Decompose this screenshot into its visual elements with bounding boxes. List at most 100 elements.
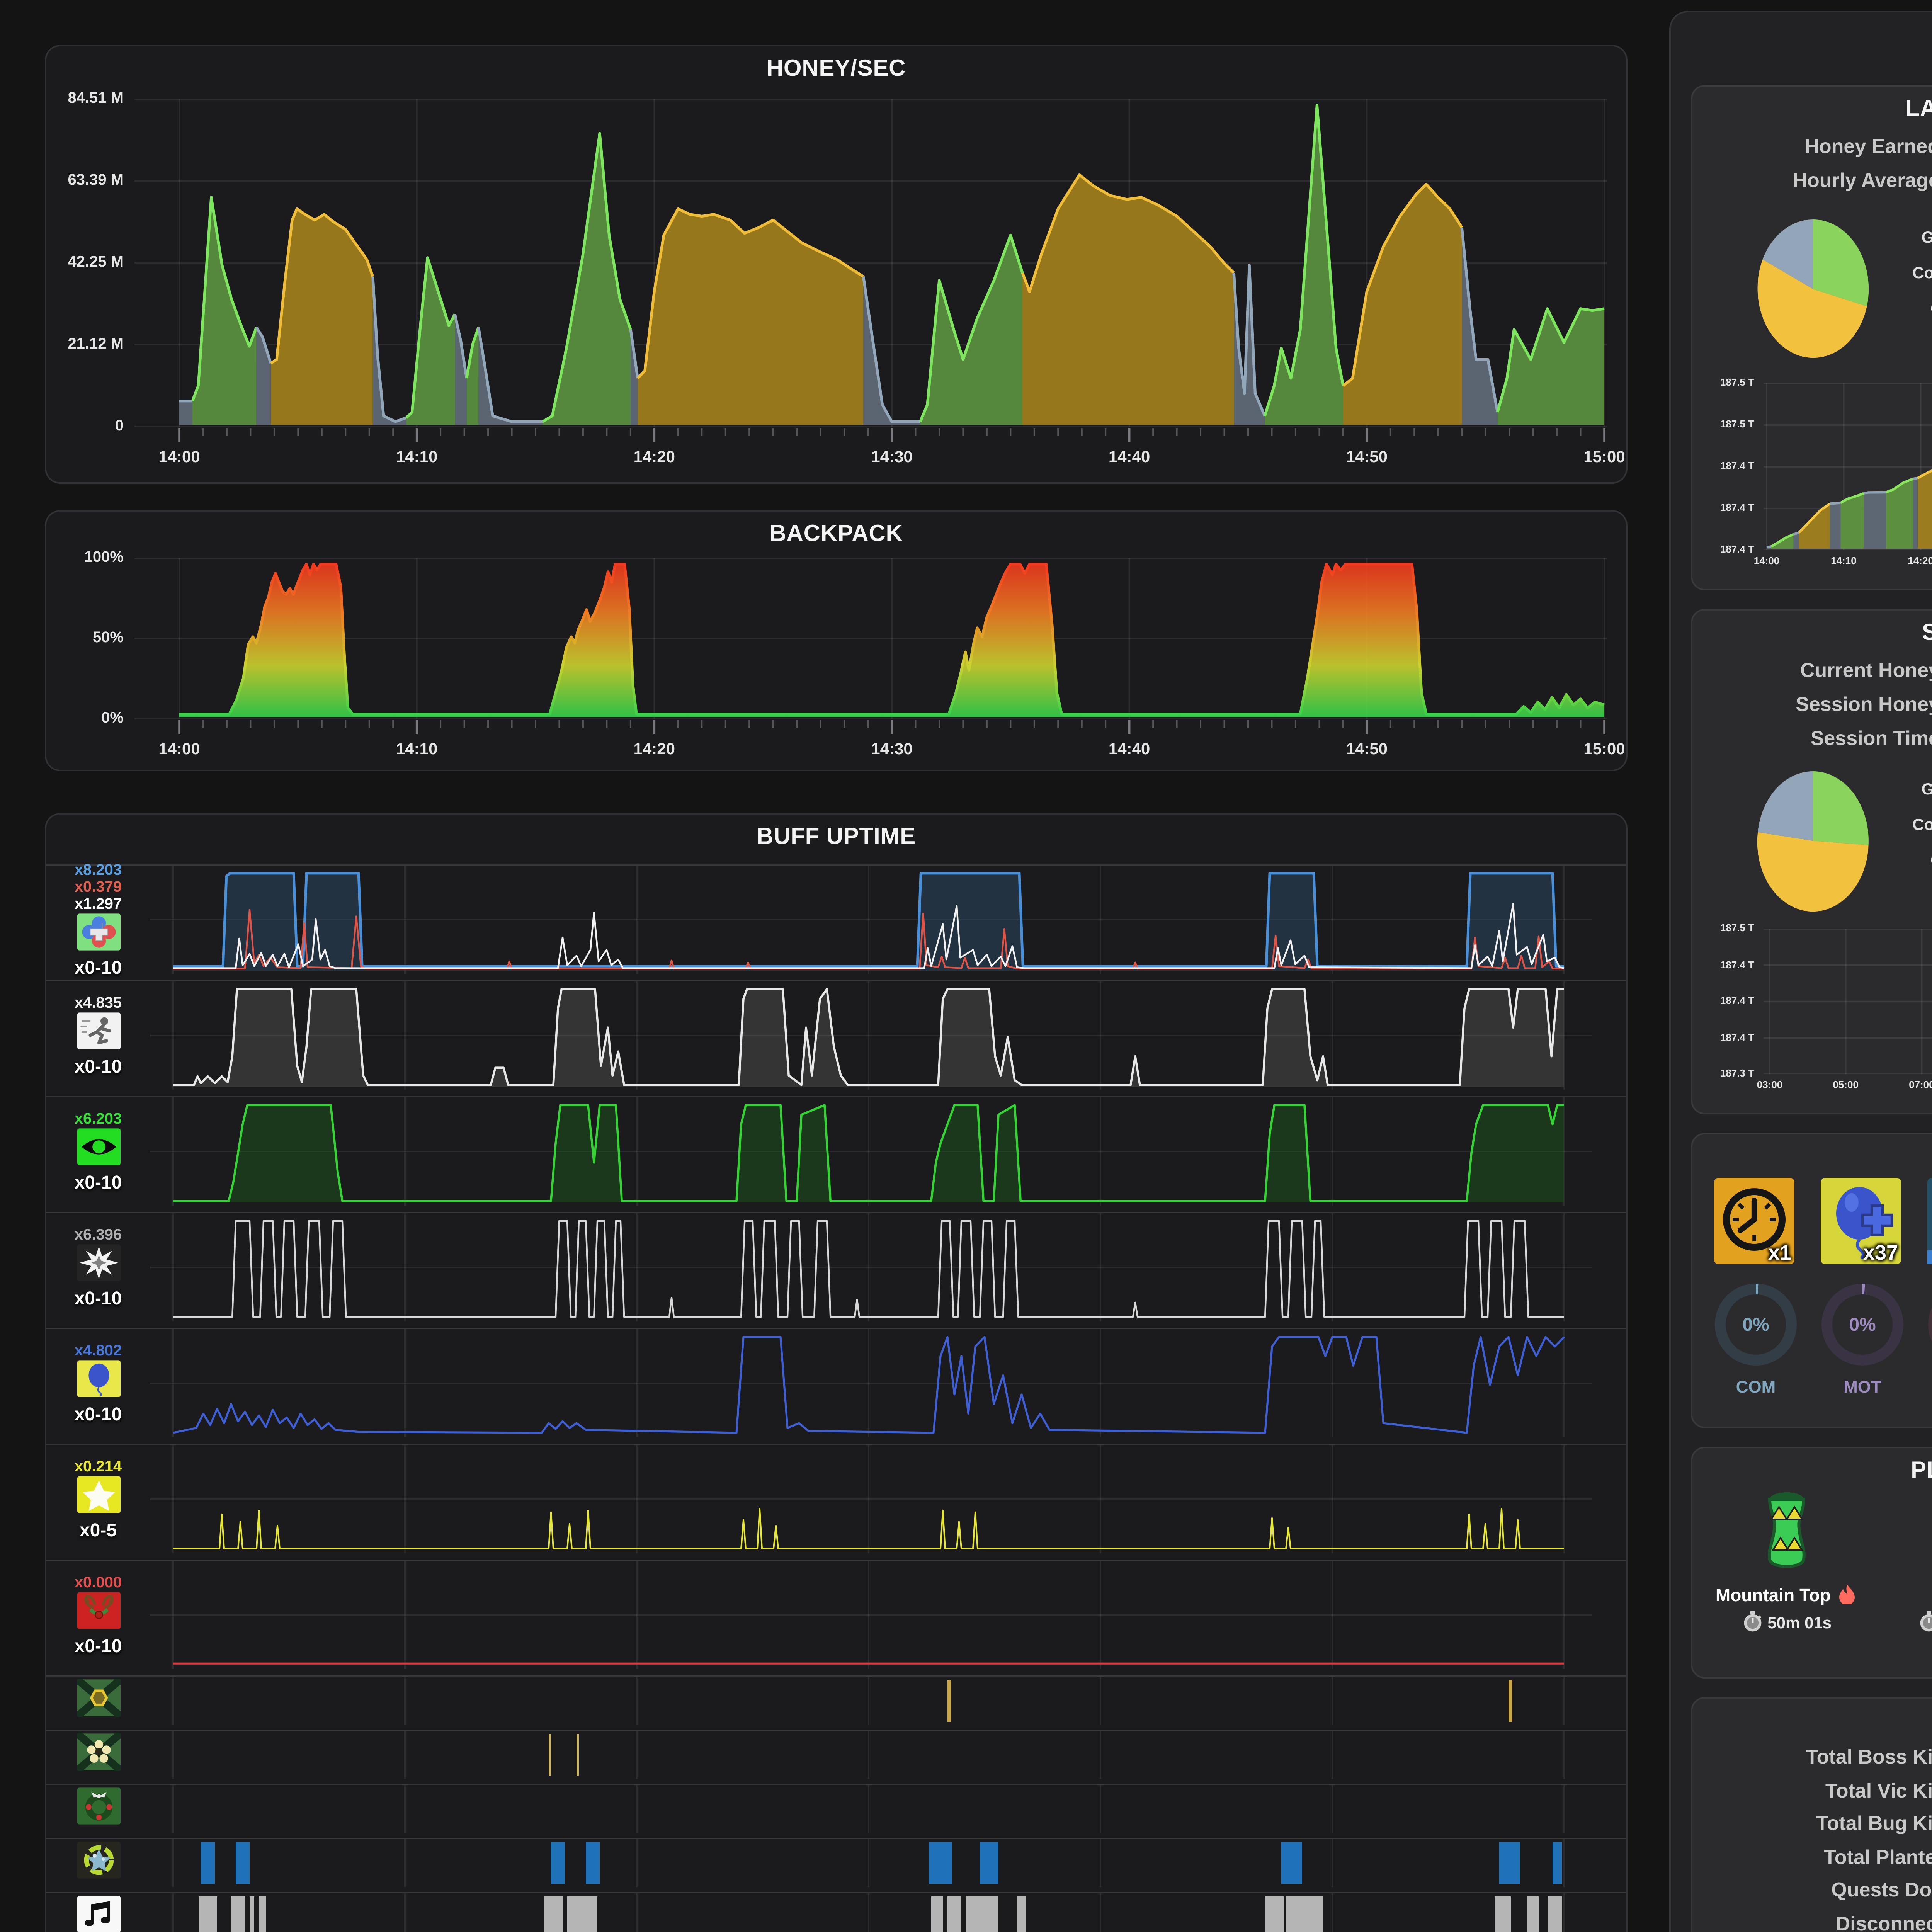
buff-tile-clock: x1 — [1714, 1178, 1794, 1264]
star-medal-icon — [77, 1840, 120, 1886]
last-hour-pie-chart — [1754, 218, 1872, 360]
buff-row-chart — [150, 1731, 1592, 1779]
buff-row-chart — [150, 1213, 1592, 1321]
stats-row-total-boss-kills: Total Boss Kills0 — [1806, 1745, 1932, 1768]
buff-row-chart — [150, 1445, 1592, 1553]
last-hour-panel: LAST HOUR Honey Earned133.0 B ▲ Hourly Av… — [1691, 85, 1932, 590]
buff-row-starburst: x6.396 x0-10 — [46, 1212, 1626, 1321]
buff-rows: x8.203 x0.379 x1.297 x0-10 x4.835 x0-10 x6.203… — [46, 862, 1626, 1932]
legend-row-gather: Gather00:17:39 29% — [1893, 227, 1932, 247]
stat-row: Current Honey187.5 T — [1800, 658, 1932, 682]
eye-icon — [77, 1128, 120, 1172]
backpack-y-axis: 100% 50% 0% — [84, 549, 124, 727]
buff-row-gutter: x6.203 x0-10 — [46, 1097, 150, 1206]
toxic-planter-icon — [1749, 1488, 1823, 1580]
buff-row-gutter: x4.835 x0-10 — [46, 981, 150, 1090]
buff-row-gutter — [46, 1785, 150, 1833]
flower-badge-icon — [74, 1730, 122, 1778]
buff-row-gutter: x0.214 x0-5 — [46, 1445, 150, 1553]
buff-row-runner: x4.835 x0-10 — [46, 980, 1626, 1090]
backpack-panel: BACKPACK 100% 50% 0% 14:00 14:10 14:20 14:30 1… — [45, 510, 1628, 771]
buff-multiplier-label: x8.203 — [74, 862, 122, 879]
gauge-sat: 3%(+18%)SAT — [1927, 1283, 1932, 1397]
buff-multiplier-label: x0.214 — [74, 1458, 122, 1475]
buff-row-gutter: x0.000 x0-10 — [46, 1561, 150, 1669]
stats-row-total-vic-kills: Total Vic Kills0 — [1825, 1778, 1932, 1801]
stat-row: Hourly Average105.3 B (+57%) — [1793, 168, 1932, 192]
buff-row-chart — [150, 1785, 1592, 1833]
buff-multiplier-label: x1.297 — [74, 896, 122, 913]
buff-multiplier-label: x4.802 — [74, 1342, 122, 1359]
gauge-com: 0% COM — [1714, 1283, 1798, 1397]
buff-row-wreath — [46, 1784, 1626, 1833]
buff-row-gutter — [46, 1730, 150, 1779]
buff-row-antlers: x0.000 x0-10 — [46, 1560, 1626, 1669]
last-hour-title: LAST HOUR — [1905, 96, 1932, 122]
buff-multiplier-label: x4.835 — [74, 995, 122, 1012]
runner-icon — [77, 1012, 120, 1056]
buff-row-balloon: x4.802 x0-10 — [46, 1328, 1626, 1437]
gauge-label: MOT — [1844, 1379, 1881, 1397]
stats-row-quests-done: Quests Done0 — [1831, 1878, 1932, 1901]
honey-axis-ticks — [134, 428, 1607, 445]
planter-mountain-top: Mountain Top 50m 01s — [1694, 1488, 1879, 1637]
backpack-x-axis: 14:00 14:10 14:20 14:30 14:40 14:50 15:00 — [158, 740, 1625, 759]
buff-row-gutter — [46, 1675, 150, 1725]
honey-panel-title: HONEY/SEC — [766, 56, 906, 82]
backpack-axis-ticks — [134, 720, 1607, 737]
right-column: LAST HOUR Honey Earned133.0 B ▲ Hourly Av… — [1669, 11, 1932, 1932]
planter-rose: Rose 2h 45m 05s — [1882, 1488, 1932, 1637]
buff-range-label: x0-10 — [74, 1171, 122, 1192]
last-hour-mini-y-axis: 187.5 T 187.5 T 187.4 T 187.4 T 187.4 T — [1720, 378, 1754, 556]
music-note-icon — [77, 1894, 120, 1932]
buff-row-gutter: x4.802 x0-10 — [46, 1329, 150, 1437]
buff-multiplier-label: x6.203 — [74, 1111, 122, 1128]
buff-range-label: x0-5 — [79, 1519, 117, 1540]
session-mini-chart — [1764, 929, 1932, 1074]
session-pie-chart — [1754, 770, 1872, 912]
balloon-icon — [77, 1359, 120, 1404]
backpack-panel-title: BACKPACK — [769, 521, 903, 547]
last-hour-mini-chart — [1764, 383, 1932, 550]
stats-row-total-planters: Total Planters0 — [1823, 1845, 1932, 1868]
legend-row-convert: Convert00:31:43 53% — [1912, 264, 1932, 283]
planter-timer: 50m 01s — [1694, 1611, 1879, 1637]
buff-range-label: x0-10 — [74, 956, 122, 978]
buff-row-plus-flower: x8.203 x0.379 x1.297 x0-10 — [46, 862, 1626, 977]
buff-row-chart — [150, 1893, 1592, 1932]
buff-row-chart — [150, 981, 1592, 1090]
gauge-label: COM — [1736, 1379, 1776, 1397]
antlers-icon — [77, 1591, 120, 1636]
buffs-title: BUFFS — [1692, 1144, 1932, 1170]
buff-row-chart — [150, 1839, 1592, 1887]
stats-title: STATS — [1692, 1708, 1932, 1734]
stats-panel: STATS Total Boss Kills0 Total Vic Kills0 T… — [1691, 1697, 1932, 1932]
stat-row: Honey Earned133.0 B ▲ — [1804, 134, 1932, 158]
stats-row-disconnects: Disconnects0 — [1835, 1911, 1932, 1932]
buff-row-chart — [150, 866, 1592, 974]
stopwatch-icon — [1742, 1611, 1763, 1637]
buff-row-chart — [150, 1329, 1592, 1437]
stat-row: Session Time01:43:33 — [1810, 726, 1932, 750]
buff-row-eye: x6.203 x0-10 — [46, 1096, 1626, 1206]
buff-row-chart — [150, 1677, 1592, 1725]
buff-gauges: 0%COM 0%MOT 3%(+18%)SAT 63%REF 0%INV — [1714, 1283, 1932, 1397]
hex-badge-icon — [74, 1675, 122, 1724]
gauge-label: SAT — [1927, 1379, 1932, 1397]
legend-row-other: Other00:10:38 18% — [1893, 298, 1932, 318]
buff-row-gutter — [46, 1893, 150, 1932]
buff-row-gutter: x8.203 x0.379 x1.297 x0-10 — [46, 862, 150, 977]
buff-multiplier-label: x0.000 — [74, 1574, 122, 1591]
planters-title: PLANTERS — [1911, 1458, 1932, 1484]
bubbles-icon — [1927, 1178, 1932, 1272]
buff-range-label: x0-10 — [74, 1055, 122, 1077]
buff-row-star-medal — [46, 1838, 1626, 1887]
legend-row-convert: Convert00:52:57 51% — [1912, 816, 1932, 835]
buff-row-gutter: x6.396 x0-10 — [46, 1213, 150, 1321]
wreath-icon — [77, 1786, 120, 1832]
plus-flower-icon — [77, 913, 120, 957]
planter-timer: 2h 45m 05s — [1882, 1611, 1932, 1637]
buff-multiplier-label: x6.396 — [74, 1226, 122, 1243]
